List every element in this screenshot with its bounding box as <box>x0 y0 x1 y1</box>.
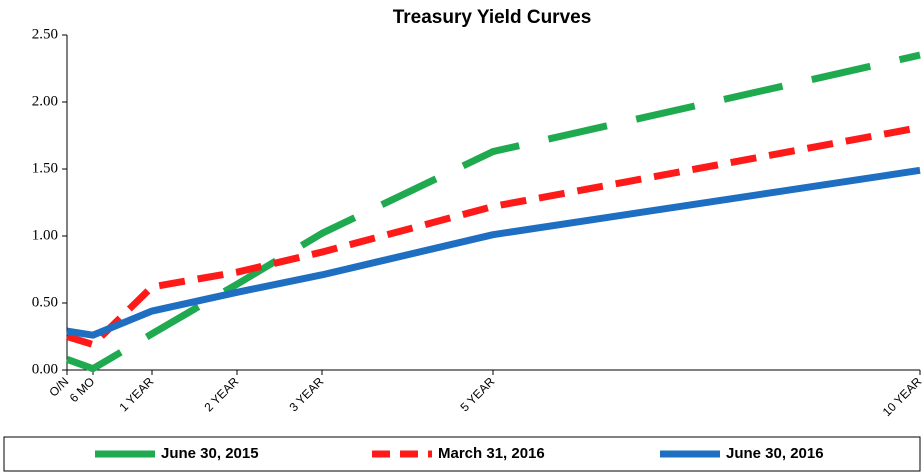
x-tick-label: 6 MO <box>67 374 98 405</box>
legend-label: March 31, 2016 <box>438 445 545 462</box>
y-tick-label: 2.00 <box>32 93 58 109</box>
legend-box <box>3 436 921 472</box>
x-tick-label: 2 YEAR <box>201 374 241 414</box>
y-tick-label: 0.50 <box>32 294 58 310</box>
x-tick-label: 3 YEAR <box>286 374 326 414</box>
series-line <box>65 124 921 349</box>
y-tick-label: 2.50 <box>32 26 58 42</box>
series-line <box>65 51 921 373</box>
x-tick-label: 1 YEAR <box>116 374 156 414</box>
legend-label: June 30, 2016 <box>726 445 824 462</box>
x-tick-label: 10 YEAR <box>880 374 924 419</box>
chart-title: Treasury Yield Curves <box>393 7 592 28</box>
y-tick-label: 1.00 <box>32 227 58 243</box>
y-tick-label: 1.50 <box>32 160 58 176</box>
y-tick-label: 0.00 <box>32 361 58 377</box>
x-tick-label: 5 YEAR <box>457 374 497 414</box>
series-line <box>66 166 921 339</box>
legend-label: June 30, 2015 <box>161 445 259 462</box>
